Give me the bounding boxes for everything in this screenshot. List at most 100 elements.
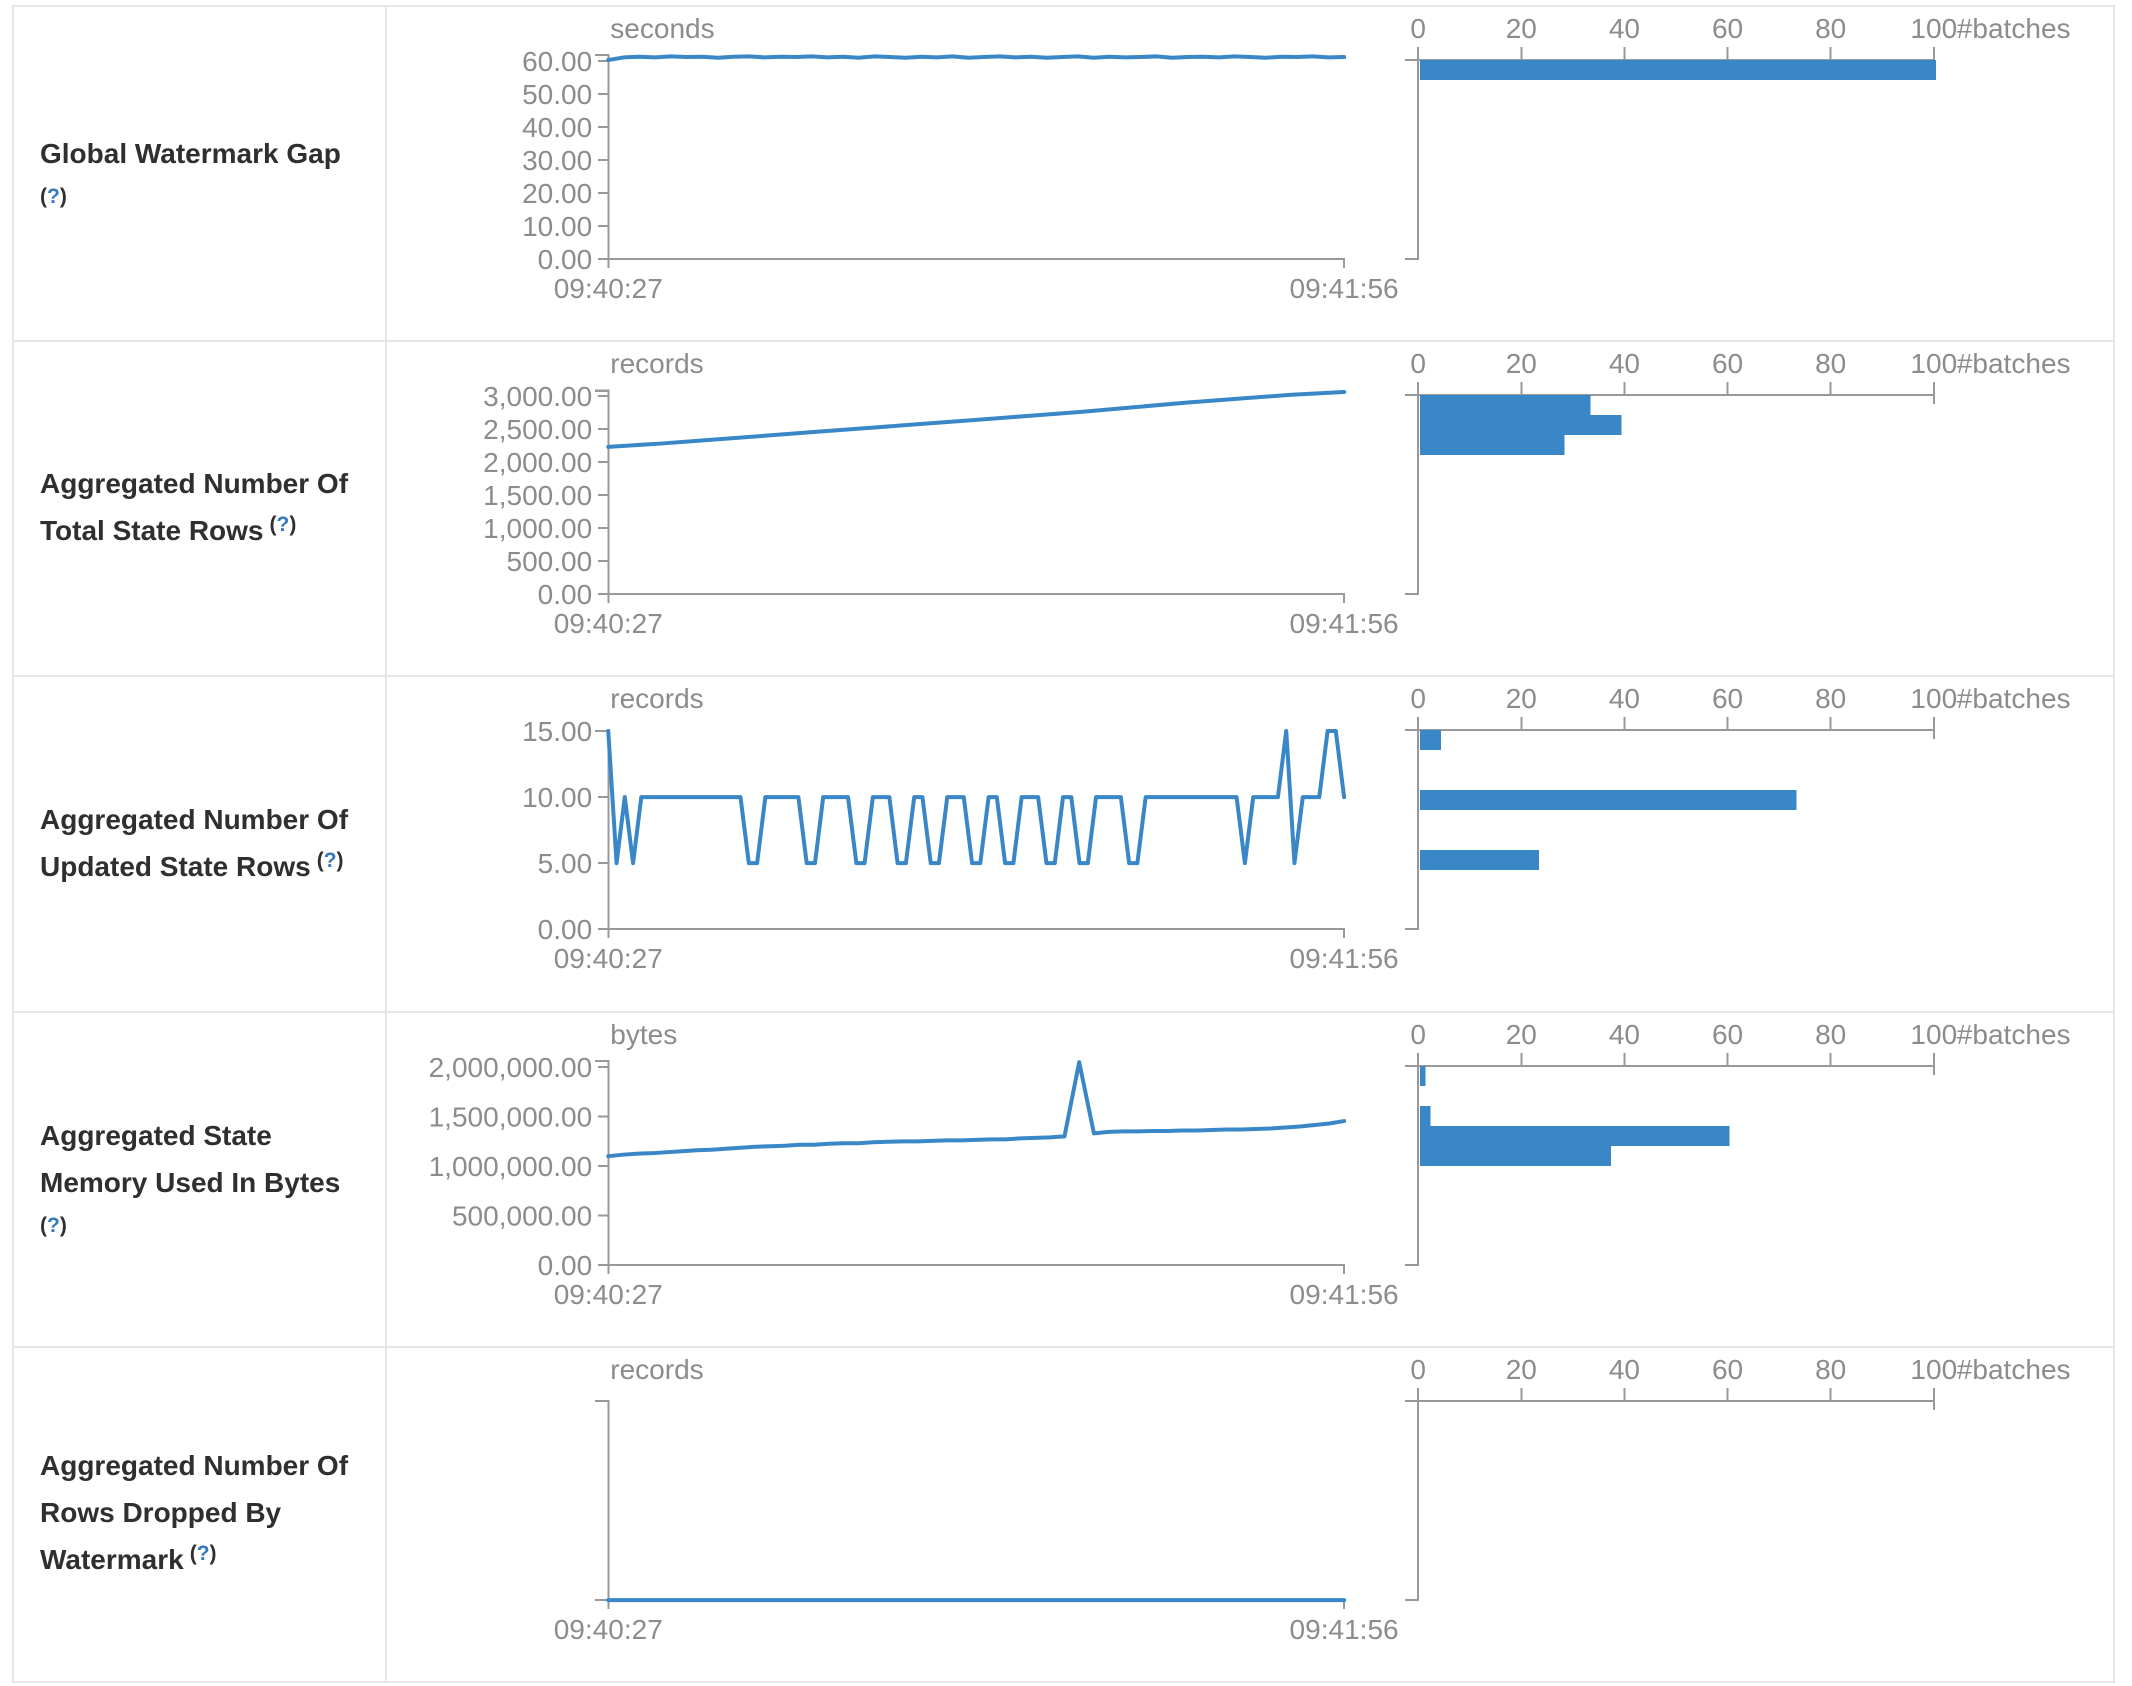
- histogram-x-tick-label: 60: [1712, 683, 1743, 714]
- y-axis-tick-label: 0.00: [538, 915, 593, 946]
- metric-chart-cell: seconds 0.00 10.00 20.00 30.00 40.00 50.00 60.0…: [387, 7, 2113, 340]
- x-axis-end-time: 09:41:56: [1290, 608, 1399, 639]
- histogram-x-tick-label: 100: [1910, 1019, 1957, 1050]
- x-axis-start-time: 09:40:27: [554, 944, 663, 975]
- histogram-y-axis: [1405, 730, 1420, 931]
- help-paren-open: (: [316, 848, 324, 872]
- x-axis-start-time: 09:40:27: [554, 608, 663, 639]
- unit-label: records: [610, 348, 703, 379]
- timeline-x-axis: [607, 928, 1346, 939]
- histogram-x-tick-label: 0: [1410, 1019, 1426, 1050]
- help-badge: (?): [270, 513, 297, 536]
- help-question-link[interactable]: ?: [196, 1542, 210, 1566]
- help-badge: (?): [40, 1206, 340, 1246]
- y-axis-tick-label: 0.00: [538, 1250, 593, 1281]
- y-axis-tick-label: 1,000,000.00: [429, 1151, 593, 1182]
- y-axis-tick-label: 20.00: [522, 178, 592, 209]
- metric-label: Aggregated Number Of Updated State Rows (?…: [40, 796, 348, 893]
- help-paren-close: ): [336, 848, 344, 872]
- histogram-x-tick-label: 60: [1712, 1354, 1743, 1385]
- metric-row-global-watermark-gap: Global Watermark Gap (?) seconds 0.00 10.00 2…: [14, 7, 2113, 343]
- y-axis-tick-label: 1,000.00: [483, 513, 592, 544]
- histogram-x-tick-label: 60: [1712, 13, 1743, 44]
- metric-label: Global Watermark Gap (?): [40, 130, 341, 217]
- histogram-y-axis: [1405, 1400, 1420, 1601]
- histogram-bar: [1420, 435, 1565, 456]
- batches-axis-label: #batches: [1957, 13, 2071, 44]
- timeline-y-axis: [595, 730, 610, 930]
- histogram-bar: [1420, 60, 1936, 81]
- help-paren-close: ): [59, 1214, 67, 1238]
- metric-label-cell: Aggregated State Memory Used In Bytes (?): [14, 1012, 387, 1346]
- histogram-x-tick-label: 40: [1609, 1019, 1640, 1050]
- help-paren-open: (: [189, 1542, 197, 1566]
- unit-label: records: [610, 683, 703, 714]
- y-axis-tick-label: 40.00: [522, 112, 592, 143]
- metric-label-line: Rows Dropped By: [40, 1497, 282, 1529]
- batches-axis-label: #batches: [1957, 683, 2071, 714]
- metric-row-aggregated-rows-dropped-by-watermark: Aggregated Number Of Rows Dropped By Water…: [14, 1347, 2113, 1682]
- x-axis-end-time: 09:41:56: [1290, 1614, 1399, 1645]
- histogram-x-tick-label: 0: [1410, 1354, 1426, 1385]
- histogram-x-tick-label: 0: [1410, 13, 1426, 44]
- timeline-x-axis: [607, 1263, 1346, 1274]
- metric-label-line: Memory Used In Bytes: [40, 1167, 341, 1199]
- metric-label-line: Global Watermark Gap: [40, 138, 341, 170]
- help-question-link[interactable]: ?: [47, 1214, 60, 1238]
- unit-label: records: [610, 1354, 703, 1385]
- histogram-y-axis: [1405, 1065, 1420, 1266]
- histogram-bar: [1420, 1145, 1612, 1166]
- timeline-x-axis: [607, 593, 1346, 604]
- y-axis-tick-label: 10.00: [522, 782, 592, 813]
- histogram-x-axis: [1405, 729, 1935, 740]
- histogram-bar: [1420, 1125, 1730, 1146]
- metric-chart-cell: records 0.00 500.00 1,000.00 1,500.00 2,000.0…: [387, 342, 2113, 675]
- timeline-y-axis: [595, 389, 610, 595]
- histogram-bar: [1420, 790, 1797, 811]
- help-paren-open: (: [269, 513, 277, 537]
- y-axis-tick-label: 1,500,000.00: [429, 1101, 593, 1132]
- timeline-series-line: [606, 390, 1347, 450]
- help-question-link[interactable]: ?: [276, 513, 290, 537]
- histogram-x-tick-label: 80: [1815, 13, 1846, 44]
- histogram-x-tick-label: 40: [1609, 348, 1640, 379]
- histogram-bar: [1420, 1065, 1426, 1086]
- batches-axis-label: #batches: [1957, 1019, 2071, 1050]
- help-badge: (?): [317, 849, 344, 872]
- histogram-x-tick-label: 80: [1815, 348, 1846, 379]
- histogram-bar: [1420, 730, 1441, 751]
- histogram-x-tick-label: 100: [1910, 348, 1957, 379]
- aggregated-state-memory-used-charts: bytes 0.00 500,000.00 1,000,000.00 1,500,000…: [429, 1019, 2071, 1310]
- y-axis-tick-label: 10.00: [522, 211, 592, 242]
- histogram-y-axis: [1405, 60, 1420, 261]
- y-axis-tick-label: 2,500.00: [483, 414, 592, 445]
- x-axis-end-time: 09:41:56: [1290, 1279, 1399, 1310]
- global-watermark-gap-charts: seconds 0.0010.0020.0030.0040.0050.0060.0…: [522, 13, 2071, 304]
- x-axis-start-time: 09:40:27: [554, 1279, 663, 1310]
- timeline-y-axis: [595, 1059, 610, 1265]
- x-axis-start-time: 09:40:27: [554, 1614, 663, 1645]
- help-question-link[interactable]: ?: [47, 185, 60, 209]
- histogram-x-tick-label: 20: [1506, 1019, 1537, 1050]
- help-paren-close: ): [209, 1542, 217, 1566]
- metric-label-line: Aggregated Number Of: [40, 803, 349, 835]
- histogram-bar: [1420, 850, 1539, 871]
- metric-label-line: Aggregated State: [40, 1120, 272, 1152]
- timeline-x-axis: [607, 258, 1346, 269]
- metric-label: Aggregated Number Of Rows Dropped By Water…: [40, 1442, 348, 1586]
- timeline-y-axis: [595, 54, 610, 260]
- histogram-bar: [1420, 395, 1591, 416]
- metric-label-line: Aggregated Number Of: [40, 468, 349, 500]
- metric-label-line: Watermark: [40, 1544, 184, 1576]
- metric-chart-cell: records 0.00 5.00 10.00 15.00 09:40:27 09:41:5…: [387, 677, 2113, 1010]
- y-axis-tick-label: 30.00: [522, 145, 592, 176]
- metric-row-aggregated-updated-state-rows: Aggregated Number Of Updated State Rows (?…: [14, 677, 2113, 1013]
- y-axis-tick-label: 0.00: [538, 244, 593, 275]
- y-axis-tick-label: 3,000.00: [483, 381, 592, 412]
- y-axis-tick-label: 50.00: [522, 79, 592, 110]
- histogram-x-tick-label: 20: [1506, 1354, 1537, 1385]
- batches-axis-label: #batches: [1957, 348, 2071, 379]
- help-question-link[interactable]: ?: [323, 848, 337, 872]
- histogram-x-tick-label: 40: [1609, 1354, 1640, 1385]
- help-paren-open: (: [40, 1214, 47, 1238]
